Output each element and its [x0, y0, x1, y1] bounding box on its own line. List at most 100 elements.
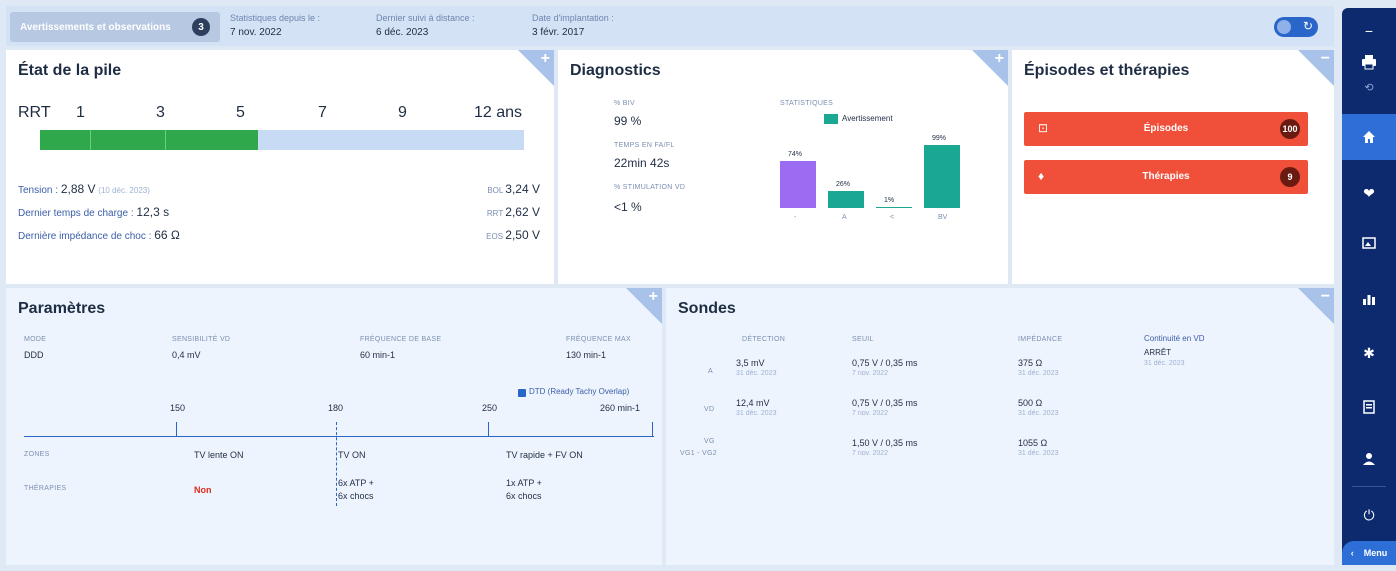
lead-a-threshold-date: 7 nov. 2022 — [852, 370, 889, 377]
home-icon[interactable] — [1342, 114, 1396, 160]
stats-since-value: 7 nov. 2022 — [230, 27, 282, 38]
menu-button[interactable]: ‹ Menu — [1342, 541, 1396, 565]
last-remote-label: Dernier suivi à distance : — [376, 13, 475, 23]
settings-toggle[interactable]: ↻ — [1274, 17, 1318, 37]
max-rate-label: FRÉQUENCE MAX — [566, 336, 631, 343]
impedance-line: Dernière impédance de choc : 66 Ω — [18, 228, 180, 242]
battery-expand-corner[interactable] — [518, 50, 554, 86]
stats-chart: 74% - 26% A 1% <99% BV — [776, 135, 966, 228]
episodes-title: Épisodes et thérapies — [1024, 62, 1190, 79]
year-12: 12 ans — [474, 104, 523, 121]
bol-value: 3,24 V — [505, 182, 540, 196]
chart-value-label: 26% — [836, 181, 851, 189]
stats-label: STATISTIQUES — [780, 100, 834, 107]
base-rate-label: FRÉQUENCE DE BASE — [360, 336, 442, 343]
diagnostics-expand-icon[interactable]: + — [994, 50, 1004, 67]
parameters-panel: Paramètres + MODE DDD SENSIBILITÉ VD 0,4… — [6, 288, 662, 565]
lead-vd-impedance: 500 Ω — [1018, 398, 1043, 408]
therapies-button[interactable]: ♦ Thérapies 9 — [1024, 160, 1308, 194]
sync-icon[interactable]: ⟲ — [1364, 81, 1374, 94]
leads-collapse-icon[interactable]: − — [1320, 288, 1330, 305]
last-remote-value: 6 déc. 2023 — [376, 27, 429, 38]
chart-category-label: A — [842, 214, 847, 221]
battery-tick — [165, 130, 166, 150]
rrt-label: RRT — [18, 104, 51, 121]
chart-icon[interactable] — [1342, 276, 1396, 322]
battery-tick — [90, 130, 91, 150]
lead-vg-config: VG1 - VG2 — [680, 450, 717, 457]
photo-icon[interactable] — [1342, 220, 1396, 266]
parameters-expand-corner[interactable] — [626, 288, 662, 324]
continuity-value: ARRÊT — [1144, 348, 1172, 357]
printer-icon[interactable] — [1342, 42, 1396, 82]
parameters-title: Paramètres — [18, 300, 106, 317]
collapse-icon[interactable]: − — [1364, 23, 1374, 39]
vp-value: <1 % — [614, 200, 642, 214]
diagnostics-panel: Diagnostics + % BIV 99 % TEMPS EN FA/FL … — [558, 50, 1008, 284]
power-icon[interactable]: ⏻ — [1363, 506, 1375, 523]
battery-bar — [40, 130, 524, 150]
eos-label: EOS — [486, 232, 504, 241]
user-icon[interactable] — [1342, 436, 1396, 482]
impedance-value: 66 Ω — [154, 228, 180, 242]
scale-150: 150 — [170, 403, 186, 413]
chart-bar-AS — [780, 160, 816, 208]
year-5: 5 — [236, 104, 245, 121]
lead-vg-label: VG — [704, 438, 715, 445]
episodes-button[interactable]: ⊡ Épisodes 100 — [1024, 112, 1308, 146]
chart-value-label: 1% — [884, 197, 895, 204]
vp-label: % STIMULATION VD — [614, 184, 686, 191]
episodes-collapse-icon[interactable]: − — [1320, 50, 1330, 67]
diagnostics-expand-corner[interactable] — [972, 50, 1008, 86]
charge-value: 12,3 s — [136, 205, 170, 219]
episodes-collapse-corner[interactable] — [1298, 50, 1334, 86]
leads-panel: Sondes − DÉTECTION SEUIL IMPÉDANCE Conti… — [666, 288, 1334, 565]
sensitivity-label: SENSIBILITÉ VD — [172, 336, 231, 343]
scale-180: 180 — [328, 403, 344, 413]
lead-vg-threshold-date: 7 nov. 2022 — [852, 450, 889, 457]
lead-vd-label: VD — [704, 406, 715, 413]
impedance-label: Dernière impédance de choc : — [18, 231, 152, 242]
chart-category-label: BV — [938, 214, 948, 221]
heart-icon[interactable]: ❤ — [1363, 184, 1375, 201]
warnings-tab[interactable]: Avertissements et observations 3 — [10, 12, 220, 42]
lead-a-impedance: 375 Ω — [1018, 358, 1043, 368]
legend-label: Avertissement — [842, 114, 893, 123]
leads-title: Sondes — [678, 300, 736, 317]
report-icon[interactable] — [1342, 384, 1396, 430]
zones-label: ZONES — [24, 451, 50, 458]
af-time-label: TEMPS EN FA/FL — [614, 142, 675, 149]
settings-icon[interactable]: ✱ — [1363, 344, 1375, 361]
lead-a-detection-date: 31 déc. 2023 — [736, 370, 777, 377]
therapy-slow-vt: Non — [194, 485, 212, 495]
mode-label: MODE — [24, 336, 47, 343]
therapies-count-badge: 9 — [1280, 167, 1300, 187]
therapy-vt-shocks: 6x chocs — [338, 491, 374, 501]
battery-panel: État de la pile + RRT 1 3 5 7 9 12 ans T… — [6, 50, 554, 284]
stats-since: Statistiques depuis le : 7 nov. 2022 — [230, 13, 320, 38]
menu-label: Menu — [1363, 548, 1388, 558]
continuity-date: 31 déc. 2023 — [1144, 360, 1185, 367]
dtd-checkbox[interactable] — [518, 389, 526, 397]
voltage-label: Tension : — [18, 185, 59, 196]
therapies-row-label: THÉRAPIES — [24, 485, 67, 492]
leads-collapse-corner[interactable] — [1298, 288, 1334, 324]
battery-expand-icon[interactable]: + — [540, 50, 550, 67]
therapy-vf-shocks: 6x chocs — [506, 491, 542, 501]
implant-date-label: Date d'implantation : — [532, 13, 614, 23]
diagnostics-title: Diagnostics — [570, 62, 661, 79]
continuity-col: Continuité en VD — [1144, 334, 1205, 343]
threshold-col: SEUIL — [852, 336, 874, 343]
warnings-tab-label: Avertissements et observations — [20, 21, 171, 33]
charge-line: Dernier temps de charge : 12,3 s — [18, 205, 169, 219]
zone-vt: TV ON — [338, 450, 366, 460]
lead-vd-threshold-date: 7 nov. 2022 — [852, 410, 889, 417]
parameters-expand-icon[interactable]: + — [648, 288, 658, 305]
episodes-icon: ⊡ — [1038, 121, 1049, 135]
impedance-col: IMPÉDANCE — [1018, 336, 1063, 343]
biv-value: 99 % — [614, 114, 642, 128]
last-remote: Dernier suivi à distance : 6 déc. 2023 — [376, 13, 475, 38]
chart-bar-AP — [828, 191, 864, 208]
dtd-label: DTD (Ready Tachy Overlap) — [529, 387, 630, 396]
zone-tick — [652, 422, 653, 436]
